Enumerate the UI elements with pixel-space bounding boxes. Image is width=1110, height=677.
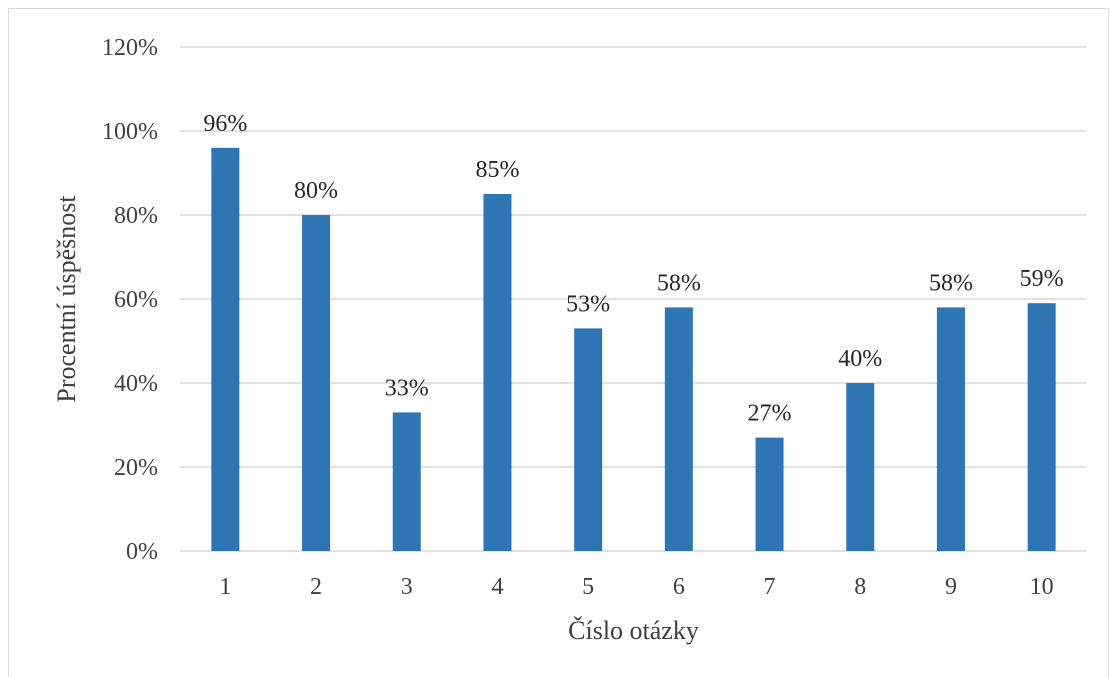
x-tick-label: 6: [673, 574, 685, 600]
bar: [1027, 303, 1056, 551]
y-tick-label: 120%: [102, 35, 158, 61]
y-tick-label: 20%: [114, 455, 158, 481]
bar: [755, 437, 784, 551]
data-label: 85%: [475, 157, 519, 183]
x-tick-label: 2: [310, 574, 322, 600]
bar: [936, 307, 965, 551]
x-tick-label: 1: [219, 574, 231, 600]
x-tick-label: 7: [764, 574, 776, 600]
data-label: 58%: [929, 270, 973, 296]
data-label: 80%: [294, 178, 338, 204]
y-tick-label: 80%: [114, 203, 158, 229]
bar: [574, 328, 603, 551]
bar: [392, 412, 421, 551]
x-axis-ticks: 1 2 3 4 5 6 7 8 9 10: [219, 574, 1053, 600]
y-tick-label: 0%: [126, 539, 158, 565]
data-label: 58%: [657, 270, 701, 296]
data-labels: 96% 80% 33% 85% 53% 58% 27% 40% 58% 59%: [203, 111, 1063, 427]
x-tick-label: 9: [945, 574, 957, 600]
data-label: 40%: [838, 346, 882, 372]
y-axis-title: Procentní úspěšnost: [52, 195, 81, 403]
x-axis-title: Číslo otázky: [568, 616, 699, 645]
x-tick-label: 5: [582, 574, 594, 600]
y-tick-label: 60%: [114, 287, 158, 313]
chart-frame: [8, 8, 1109, 677]
data-label: 33%: [385, 375, 429, 401]
y-tick-label: 100%: [102, 119, 158, 145]
bar: [846, 383, 875, 551]
bars: [211, 147, 1056, 552]
gridlines: [180, 46, 1087, 552]
x-tick-label: 10: [1030, 574, 1054, 600]
bar: [664, 307, 693, 551]
y-axis-ticks: 0% 20% 40% 60% 80% 100% 120%: [102, 35, 158, 565]
data-label: 27%: [748, 401, 792, 427]
bar: [483, 194, 512, 551]
data-label: 59%: [1020, 266, 1064, 292]
data-label: 96%: [203, 111, 247, 137]
data-label: 53%: [566, 291, 610, 317]
bar: [302, 215, 331, 551]
y-tick-label: 40%: [114, 371, 158, 397]
x-tick-label: 8: [854, 574, 866, 600]
x-tick-label: 3: [401, 574, 413, 600]
bar: [211, 147, 240, 552]
x-tick-label: 4: [491, 574, 503, 600]
